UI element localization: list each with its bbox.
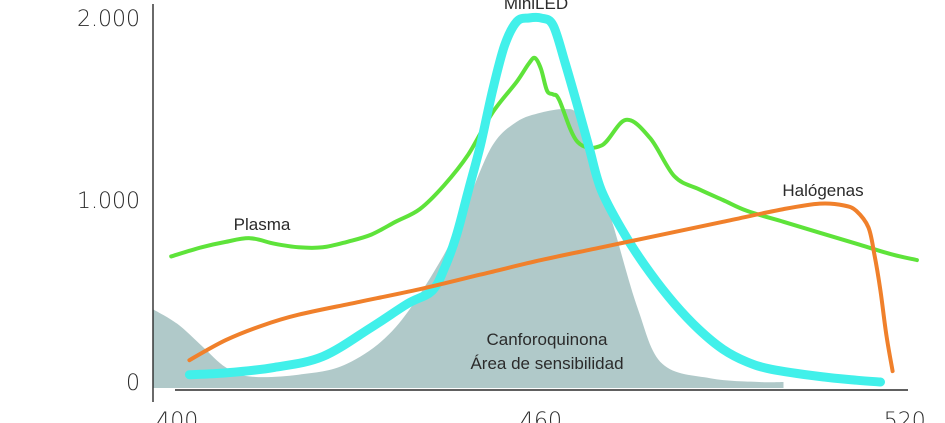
y-tick-label: 1.000 bbox=[77, 189, 140, 214]
tick-labels: 0 1.000 2.000 400 460 520 bbox=[77, 7, 926, 423]
plasma-series-label: Plasma bbox=[234, 215, 291, 234]
x-tick-label: 520 bbox=[884, 409, 926, 423]
y-tick-label: 0 bbox=[126, 371, 140, 396]
axes bbox=[152, 4, 908, 402]
area-label-line-1: Canforoquinona bbox=[487, 330, 609, 349]
miniled-series-label: MiniLED bbox=[504, 0, 568, 13]
x-tick-label: 460 bbox=[520, 409, 562, 423]
series-line-miniled bbox=[184, 12, 885, 387]
x-tick-label: 400 bbox=[156, 409, 198, 423]
halogenas-series-label: Halógenas bbox=[782, 181, 863, 200]
y-tick-label: 2.000 bbox=[77, 7, 140, 32]
sensitivity-area-layer bbox=[153, 108, 784, 389]
sensitivity-area bbox=[153, 108, 784, 389]
series-layer bbox=[169, 12, 919, 387]
series-line-halgenas bbox=[187, 201, 895, 374]
series-line-plasma bbox=[169, 55, 919, 263]
area-label-line-2: Área de sensibilidad bbox=[470, 354, 623, 373]
